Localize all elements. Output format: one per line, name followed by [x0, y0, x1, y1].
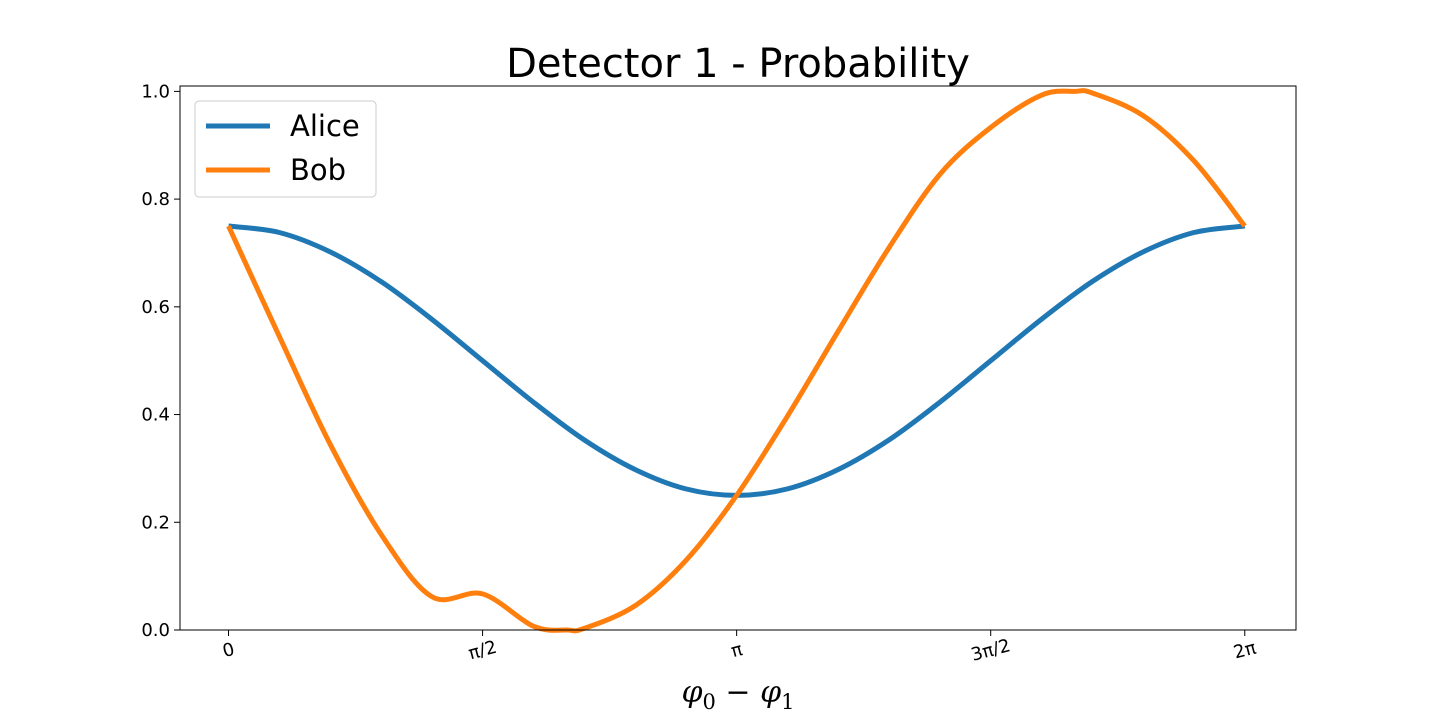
x-label-part: φ — [682, 675, 703, 710]
y-tick-label: 0.8 — [141, 189, 170, 210]
y-axis-ticks: 0.0 0.2 0.4 0.6 0.8 1.0 — [141, 81, 180, 641]
x-tick-label: 2π — [1231, 637, 1258, 663]
series-line-bob — [226, 88, 1247, 634]
axes-frame — [179, 85, 1297, 631]
legend-label-bob: Bob — [290, 153, 346, 187]
y-tick-label: 0.2 — [141, 512, 170, 533]
x-tick-label: 0 — [220, 639, 236, 662]
legend-label-alice: Alice — [290, 109, 360, 143]
x-tick-label: 3π/2 — [969, 635, 1013, 666]
axes-border — [179, 85, 1297, 631]
y-tick-label: 1.0 — [141, 81, 170, 102]
chart-title: Detector 1 - Probability — [506, 41, 970, 87]
series-layer — [226, 88, 1247, 634]
y-tick-label: 0.6 — [141, 297, 170, 318]
x-tick-label: π — [729, 639, 745, 662]
legend: Alice Bob — [194, 100, 377, 198]
x-label-part: 0 — [703, 690, 716, 714]
x-axis-label: φ0 − φ1 — [682, 675, 795, 714]
x-tick-label: π/2 — [466, 637, 499, 665]
x-label-part: φ — [760, 675, 781, 710]
y-tick-label: 0.0 — [141, 620, 170, 641]
series-line-alice — [228, 223, 1246, 498]
x-label-part: − — [716, 675, 760, 710]
y-tick-label: 0.4 — [141, 405, 170, 426]
x-axis-ticks: 0 π/2 π 3π/2 2π — [220, 630, 1259, 666]
x-label-part: 1 — [781, 690, 794, 714]
